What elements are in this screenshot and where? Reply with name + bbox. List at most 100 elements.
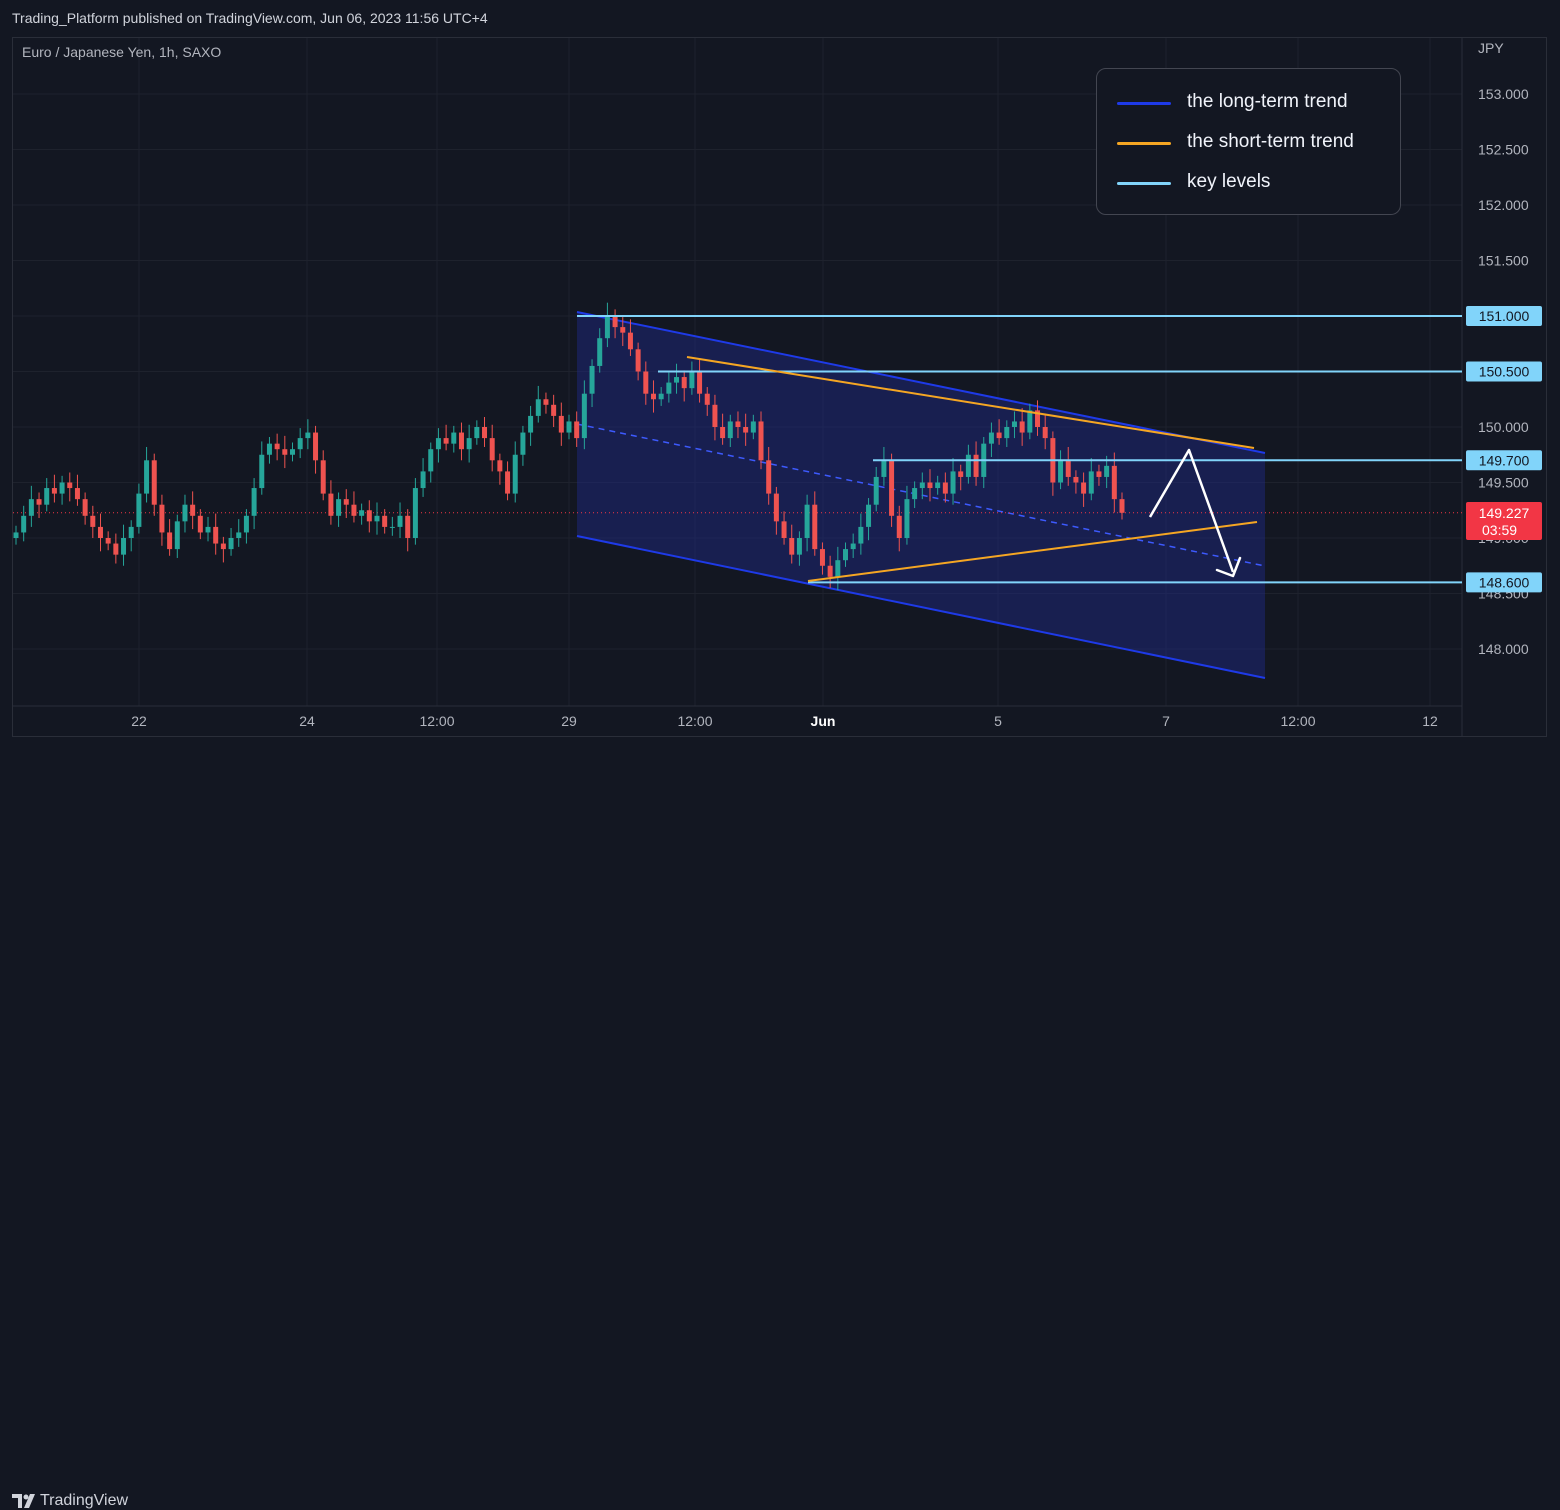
candle-body bbox=[1104, 465, 1110, 477]
current-price-countdown: 03:59 bbox=[1482, 522, 1517, 538]
candle-body bbox=[1088, 471, 1094, 494]
candle-body bbox=[374, 515, 380, 522]
candle-body bbox=[282, 449, 288, 455]
time-tick-label: Jun bbox=[811, 713, 836, 729]
candle-body bbox=[489, 438, 495, 461]
legend-box: the long-term trend the short-term trend… bbox=[1096, 68, 1401, 215]
candle-body bbox=[720, 427, 726, 439]
candle-body bbox=[121, 538, 127, 555]
candle-body bbox=[13, 532, 19, 538]
time-tick-label: 12:00 bbox=[1280, 713, 1315, 729]
candle-body bbox=[566, 421, 572, 433]
candle-body bbox=[182, 504, 188, 522]
price-chart[interactable]: 153.000 152.500 152.000 151.500 151.000 150.5… bbox=[0, 0, 1560, 780]
candle-body bbox=[236, 532, 242, 538]
candle-body bbox=[988, 432, 994, 444]
candle-body bbox=[1035, 410, 1041, 427]
candle-body bbox=[497, 460, 503, 472]
candle-body bbox=[144, 460, 150, 494]
time-tick-label: 7 bbox=[1162, 713, 1170, 729]
candle-body bbox=[36, 499, 42, 505]
candle-body bbox=[389, 526, 395, 528]
candle-body bbox=[1019, 421, 1025, 433]
candle-body bbox=[666, 382, 672, 394]
candle-body bbox=[105, 538, 111, 544]
tradingview-brand[interactable]: TradingView bbox=[40, 1492, 129, 1509]
candle-body bbox=[958, 471, 964, 477]
candle-body bbox=[612, 316, 618, 328]
key-level-badge bbox=[1466, 450, 1542, 471]
candle-body bbox=[328, 493, 334, 516]
tradingview-logo-icon[interactable] bbox=[12, 1492, 38, 1510]
candle-body bbox=[681, 377, 687, 389]
candle-body bbox=[543, 399, 549, 405]
candle-body bbox=[889, 460, 895, 516]
current-price-badge bbox=[1466, 502, 1542, 540]
candle-body bbox=[74, 488, 80, 500]
legend-swatch-long-term bbox=[1117, 102, 1171, 105]
chart-frame bbox=[12, 37, 1547, 737]
candle-body bbox=[1058, 460, 1064, 483]
candle-body bbox=[896, 515, 902, 538]
candle-body bbox=[942, 482, 948, 494]
time-tick-label: 12 bbox=[1422, 713, 1438, 729]
candle-body bbox=[366, 510, 372, 522]
time-tick-label: 24 bbox=[299, 713, 315, 729]
candle-body bbox=[804, 504, 810, 538]
candle-body bbox=[950, 471, 956, 494]
candle-body bbox=[650, 393, 656, 400]
drawings-back bbox=[13, 311, 1462, 679]
time-tick-label: 29 bbox=[561, 713, 577, 729]
candle-body bbox=[21, 515, 27, 533]
published-caption: Trading_Platform published on TradingVie… bbox=[12, 10, 488, 26]
candle-body bbox=[781, 521, 787, 538]
candle-body bbox=[1096, 471, 1102, 477]
candle-body bbox=[935, 482, 941, 489]
legend-swatch-short-term bbox=[1117, 142, 1171, 145]
footer: TradingView bbox=[0, 742, 1560, 1509]
candle-body bbox=[635, 349, 641, 372]
candle-body bbox=[435, 438, 441, 450]
candle-body bbox=[520, 432, 526, 455]
candle-body bbox=[458, 432, 464, 450]
candle-body bbox=[228, 538, 234, 550]
candle-body bbox=[658, 393, 664, 400]
candle-body bbox=[290, 449, 295, 455]
key-level-badge bbox=[1466, 572, 1542, 593]
candle-body bbox=[750, 421, 756, 433]
candle-body bbox=[712, 404, 718, 427]
candle-body bbox=[812, 504, 818, 550]
long-term-channel-mid bbox=[576, 423, 1266, 567]
candle-body bbox=[965, 454, 971, 477]
candle-body bbox=[912, 488, 918, 500]
projection-arrowhead bbox=[1215, 556, 1242, 578]
key-level-badge bbox=[1466, 361, 1542, 382]
candle-body bbox=[927, 482, 933, 489]
candle-body bbox=[773, 493, 779, 522]
key-level-label: 150.500 bbox=[1479, 364, 1530, 380]
key-level-label: 148.600 bbox=[1479, 574, 1530, 590]
candle-body bbox=[1027, 410, 1033, 433]
drawings-front bbox=[577, 315, 1462, 584]
key-level-label: 149.700 bbox=[1479, 452, 1530, 468]
current-price-label: 149.227 bbox=[1479, 505, 1530, 521]
candle-body bbox=[190, 504, 196, 516]
candle-body bbox=[412, 488, 418, 538]
time-tick-label: 22 bbox=[131, 713, 147, 729]
candle-body bbox=[59, 482, 65, 494]
candle-body bbox=[151, 460, 157, 505]
candle-body bbox=[1119, 499, 1125, 513]
candle-body bbox=[881, 460, 887, 477]
candle-body bbox=[136, 493, 142, 527]
candle-body bbox=[704, 393, 710, 405]
short-term-trend-lower bbox=[807, 521, 1258, 582]
symbol-title[interactable]: Euro / Japanese Yen, 1h, SAXO bbox=[22, 44, 222, 60]
candle-body bbox=[697, 371, 703, 394]
candle-body bbox=[220, 543, 226, 550]
candle-body bbox=[1111, 465, 1117, 500]
candle-body bbox=[359, 510, 365, 516]
candle-body bbox=[82, 499, 88, 516]
candle-body bbox=[512, 454, 518, 494]
price-tick-label: 149.500 bbox=[1478, 475, 1529, 491]
candle-body bbox=[90, 515, 96, 527]
